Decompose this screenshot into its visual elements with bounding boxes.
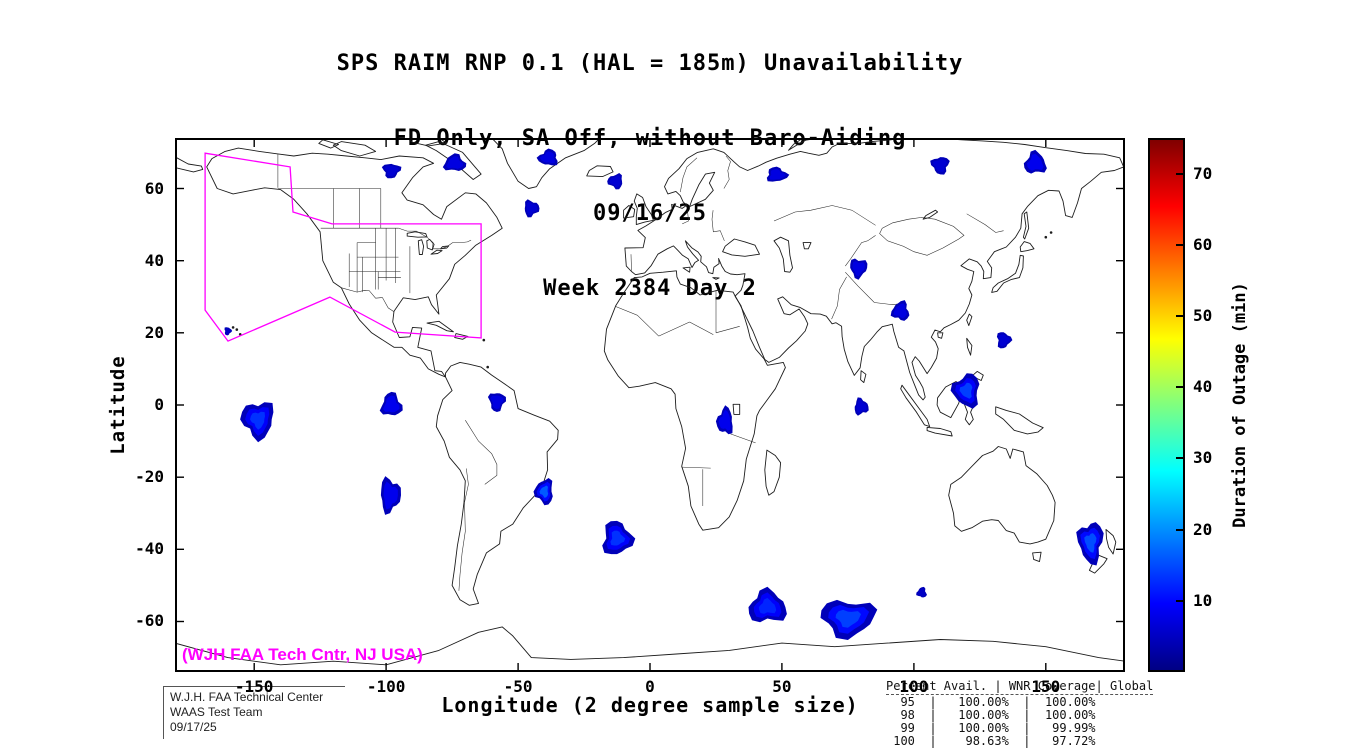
colorbar-tick (1176, 243, 1183, 246)
x-tick-label: 100 (899, 677, 929, 696)
credit-line: 09/17/25 (170, 720, 217, 734)
stats-table: Percent Avail. | WNR Coverage| Global 95… (886, 679, 1154, 750)
chart-title-block: SPS RAIM RNP 0.1 (HAL = 185m) Unavailabi… (175, 1, 1125, 351)
y-tick-label: 0 (154, 395, 164, 414)
colorbar-tick (1176, 386, 1183, 389)
stats-row: 98 | 100.00% | 100.00% (886, 708, 1096, 722)
y-tick-label: 40 (144, 250, 164, 270)
colorbar-tick (1176, 599, 1183, 602)
colorbar-tick-label: 70 (1193, 163, 1213, 183)
colorbar-tick (1176, 315, 1183, 317)
credit-line: W.J.H. FAA Technical Center (170, 690, 324, 704)
colorbar-tick (1176, 457, 1183, 460)
y-tick-label: 20 (144, 322, 164, 342)
y-tick-label: -40 (135, 539, 164, 559)
stats-row: 95 | 100.00% | 100.00% (886, 695, 1096, 709)
x-tick-label: 150 (1031, 677, 1061, 696)
credit-line: WAAS Test Team (170, 705, 263, 719)
x-axis-label: Longitude (2 degree sample size) (441, 693, 859, 717)
y-tick-label: -20 (135, 467, 164, 487)
colorbar-tick (1176, 172, 1183, 175)
stats-row: 99 | 100.00% | 99.99% (886, 721, 1096, 735)
colorbar-tick-label: 40 (1193, 377, 1213, 397)
title-line-4: Week 2384 Day 2 (543, 276, 757, 301)
y-tick-label: 60 (144, 178, 164, 198)
y-tick-label: -60 (135, 611, 164, 631)
title-line-1: SPS RAIM RNP 0.1 (HAL = 185m) Unavailabi… (336, 51, 964, 76)
stats-header: Percent Avail. | WNR Coverage| Global (886, 679, 1154, 695)
colorbar-tick-label: 60 (1193, 234, 1213, 254)
x-tick-label: 0 (645, 677, 655, 696)
colorbar-tick-label: 50 (1193, 306, 1213, 325)
x-tick-label: 50 (772, 677, 792, 696)
colorbar-tick-label: 10 (1193, 590, 1213, 610)
x-tick-label: -50 (503, 677, 533, 696)
x-tick-label: -100 (366, 677, 406, 696)
credits-block: W.J.H. FAA Technical Center WAAS Test Te… (163, 686, 345, 739)
colorbar-tick (1176, 528, 1183, 531)
colorbar-tick-label: 20 (1193, 519, 1213, 539)
x-tick-label: -150 (234, 677, 274, 696)
stats-row: 100 | 98.63% | 97.72% (886, 734, 1096, 748)
waas-annotation: (WJH FAA Tech Cntr, NJ USA) (182, 645, 423, 664)
colorbar-gradient (1148, 138, 1185, 672)
world-map-plot (175, 138, 1125, 672)
colorbar-tick-label: 30 (1193, 448, 1213, 468)
